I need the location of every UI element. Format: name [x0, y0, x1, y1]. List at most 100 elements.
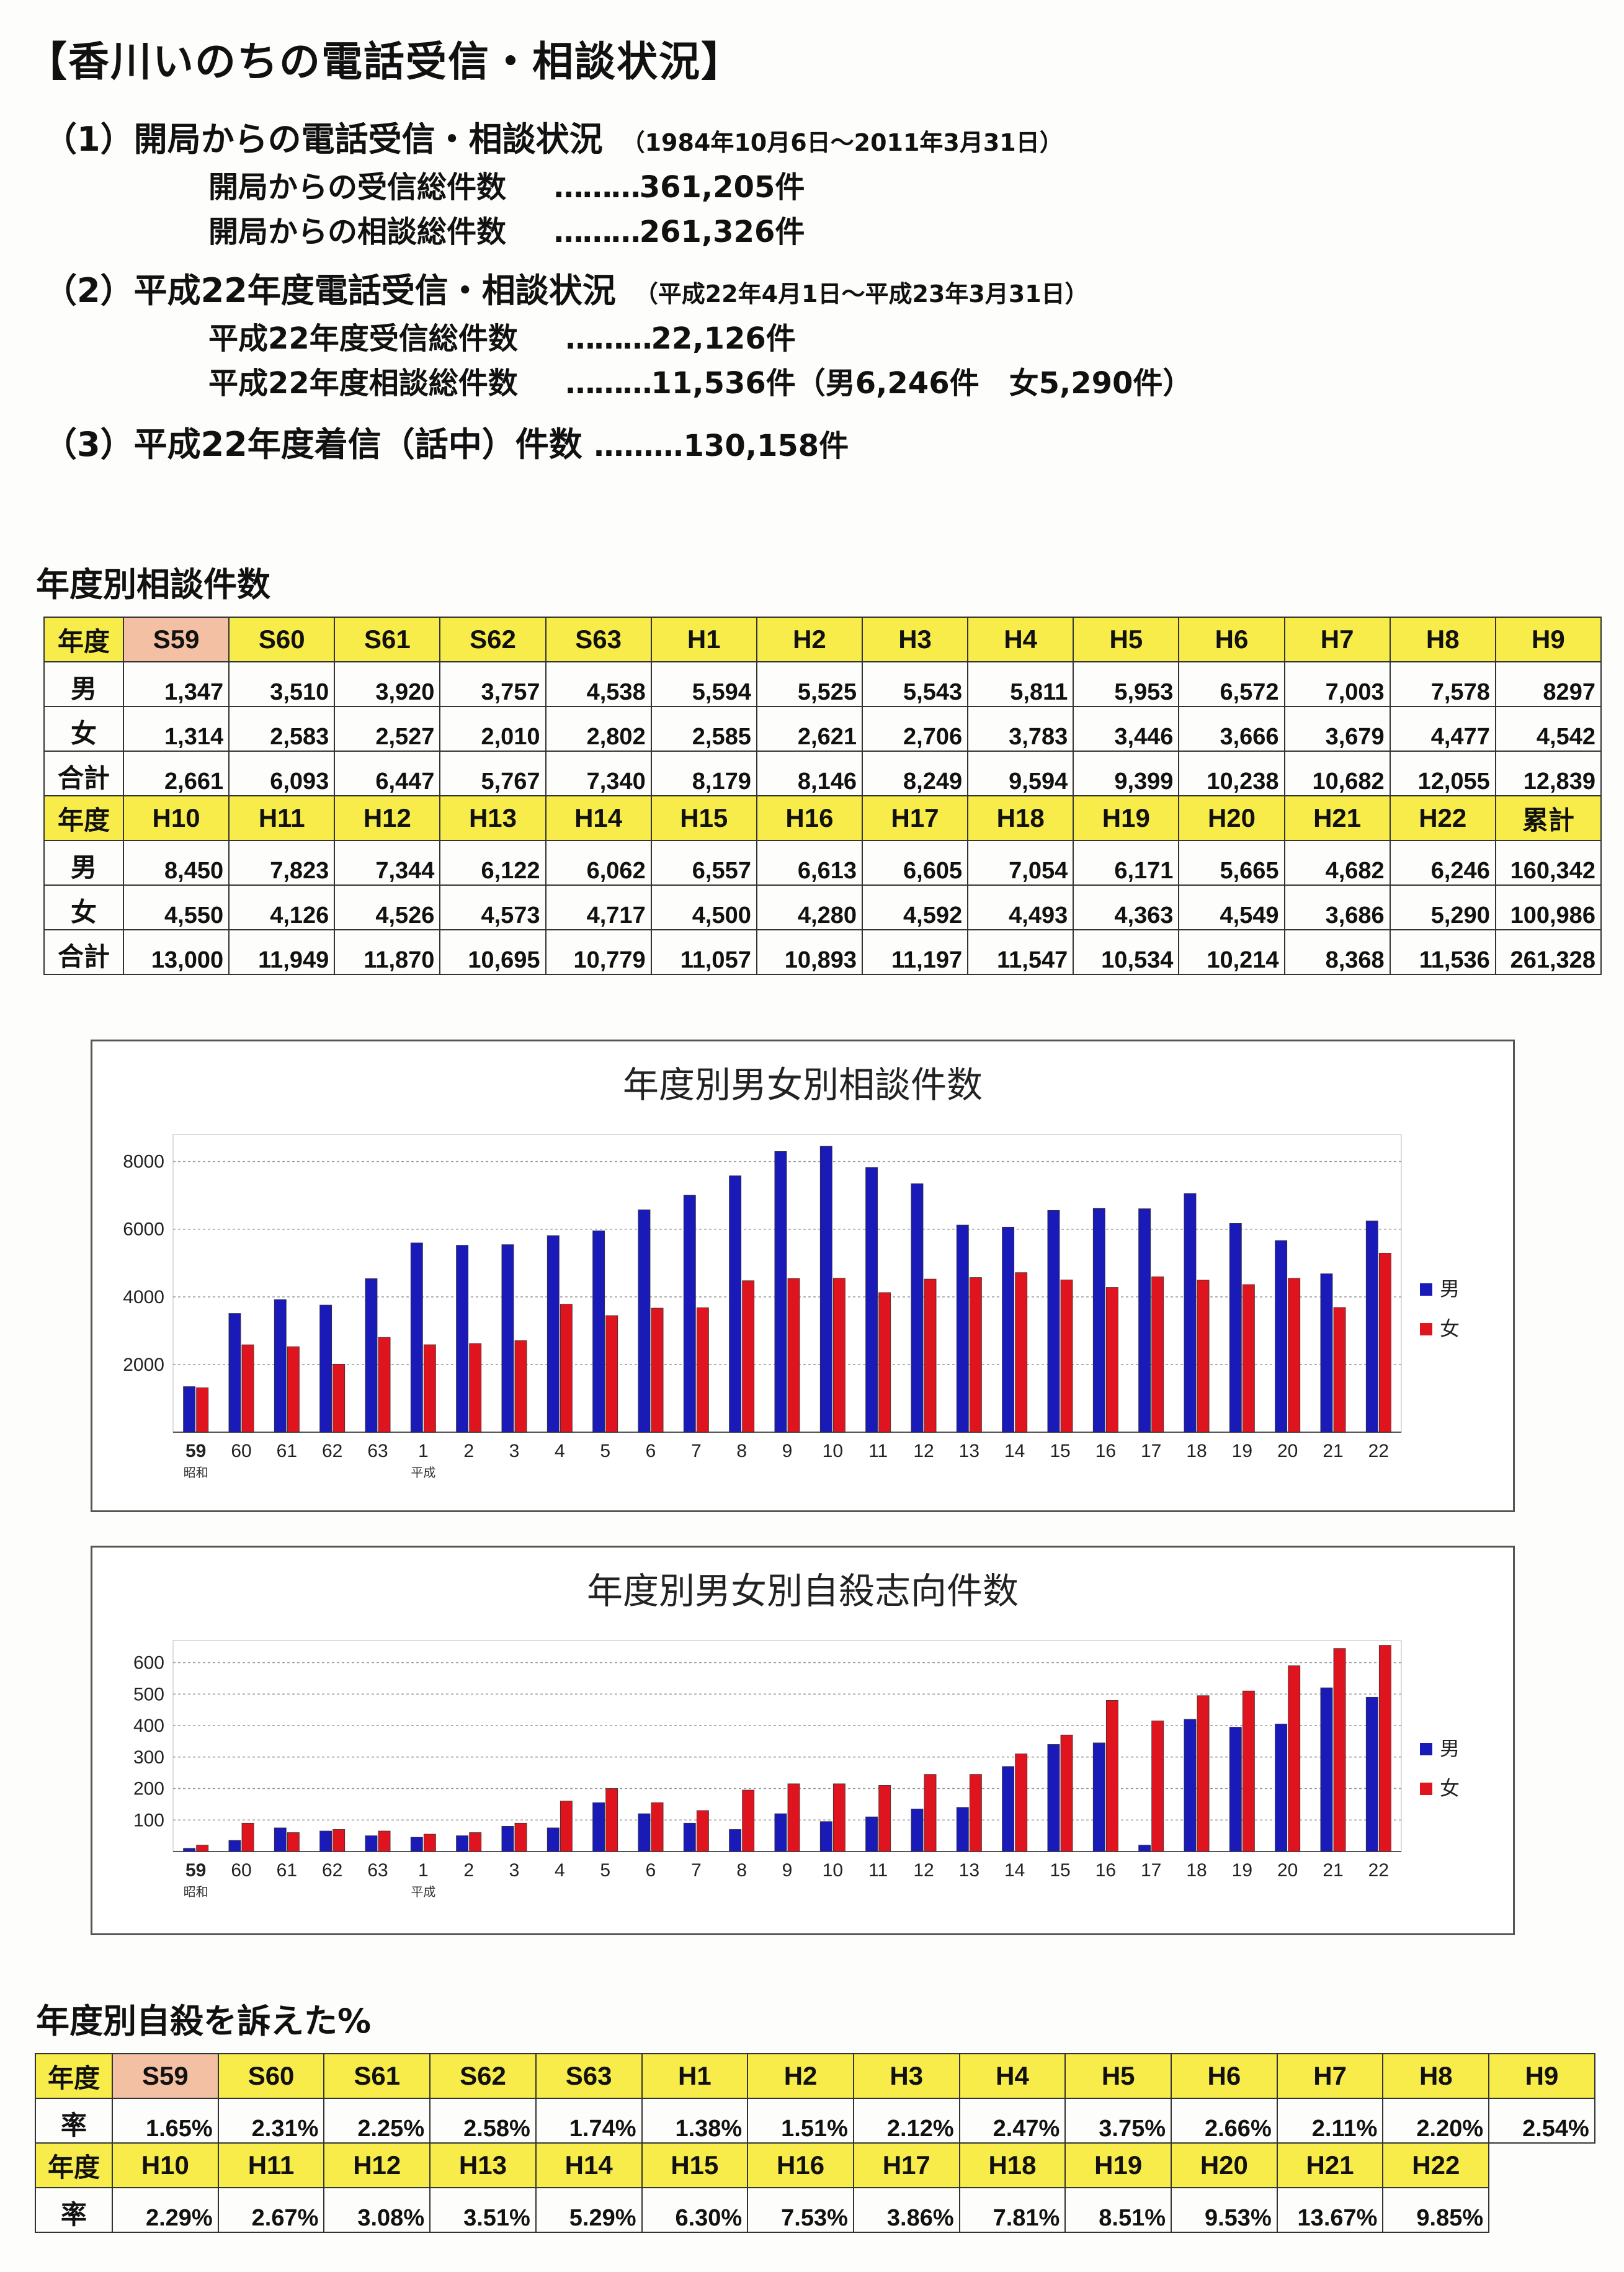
bar-male: [774, 1813, 787, 1852]
value-cell: 6,447: [334, 751, 441, 796]
value-cell: 6,613: [756, 840, 863, 886]
bar-female: [241, 1344, 254, 1433]
value-cell: 5,811: [967, 661, 1074, 707]
value-cell: 4,126: [228, 884, 336, 930]
era-label-showa: 昭和: [184, 1466, 208, 1480]
year-cell: H6: [1178, 617, 1285, 662]
x-tick-label: 10: [823, 1441, 843, 1461]
year-cell: H4: [967, 617, 1074, 662]
bar-female: [514, 1340, 527, 1433]
table-row: 率 1.65% 2.31% 2.25% 2.58% 1.74% 1.38% 1.51% 2.12…: [35, 2098, 1595, 2144]
year-cell: H5: [1073, 617, 1180, 662]
value-cell: 11,547: [967, 929, 1074, 975]
x-tick-label: 12: [913, 1441, 934, 1461]
value-cell: 5,767: [439, 751, 547, 796]
value-cell: 3,510: [228, 661, 336, 707]
value-cell: 3.51%: [429, 2187, 537, 2233]
bar-male: [1002, 1226, 1015, 1433]
x-tick-label: 3: [509, 1860, 520, 1881]
value-cell: 13,000: [122, 929, 230, 975]
bar-male: [274, 1299, 287, 1433]
table-header-row: 年度 S59 S60 S61 S62 S63 H1 H2 H3 H4 H5 H6 H7 H8 H9: [35, 2053, 1595, 2099]
x-tick-label: 2: [463, 1860, 474, 1881]
bar-female: [332, 1363, 346, 1433]
value-cell: 2.47%: [958, 2098, 1066, 2144]
bar-female: [651, 1802, 664, 1852]
year-cell: H7: [1276, 2053, 1384, 2099]
bar-female: [1288, 1278, 1301, 1433]
value-cell: 6,062: [545, 840, 652, 886]
bar-male: [865, 1167, 878, 1433]
row-label-cell: 合計: [43, 929, 124, 975]
value-cell: 160,342: [1494, 840, 1602, 886]
value-cell: 4,573: [439, 884, 547, 930]
value-cell: 10,214: [1178, 929, 1285, 975]
row-label-cell: 女: [43, 706, 124, 752]
x-tick-label: 4: [555, 1441, 565, 1461]
bar-female: [378, 1337, 391, 1433]
bar-male: [729, 1175, 742, 1433]
x-tick-label: 22: [1368, 1441, 1389, 1461]
bar-female: [560, 1304, 573, 1433]
value-cell: 3.08%: [323, 2187, 431, 2233]
year-cell: H17: [861, 795, 969, 841]
value-cell: 7,344: [334, 840, 441, 886]
value-cell: 11,536: [1389, 929, 1496, 975]
bar-male: [1184, 1719, 1197, 1852]
bar-female: [787, 1783, 800, 1852]
value-cell: 7,003: [1283, 661, 1391, 707]
legend-swatch: [1420, 1323, 1432, 1335]
value-cell: 2.12%: [852, 2098, 960, 2144]
legend-swatch: [1420, 1283, 1432, 1296]
value-cell: 1.65%: [112, 2098, 219, 2144]
x-tick-label: 6: [646, 1860, 656, 1881]
value-cell: 4,526: [334, 884, 441, 930]
x-tick-label: 19: [1232, 1860, 1252, 1881]
value-cell: 2.11%: [1276, 2098, 1384, 2144]
value-cell: 11,197: [861, 929, 969, 975]
value-cell: 9.53%: [1171, 2187, 1278, 2233]
bar-male: [365, 1278, 378, 1433]
bar-male: [365, 1835, 378, 1852]
value-cell: 4,717: [545, 884, 652, 930]
value-cell: 7.81%: [958, 2187, 1066, 2233]
row-label-cell: 男: [43, 661, 124, 707]
bar-male: [319, 1830, 332, 1852]
year-cell: S62: [429, 2053, 537, 2099]
bar-male: [410, 1837, 423, 1852]
year-cell: H12: [334, 795, 441, 841]
plot-area: [172, 1134, 1402, 1433]
bar-female: [651, 1308, 664, 1433]
year-cell: H14: [545, 795, 652, 841]
year-cell: H4: [958, 2053, 1066, 2099]
bar-male: [1365, 1220, 1378, 1433]
year-cell: H1: [641, 2053, 749, 2099]
value-cell: 1.38%: [641, 2098, 749, 2144]
value-cell: 4,363: [1073, 884, 1180, 930]
table-header-row: 年度 H10 H11 H12 H13 H14 H15 H16 H17 H18 H19 H20 H21 H2…: [43, 795, 1602, 841]
x-tick-label: 10: [823, 1860, 843, 1881]
row-label-cell: 男: [43, 840, 124, 886]
value-cell: 10,779: [545, 929, 652, 975]
value-cell: 6,171: [1073, 840, 1180, 886]
x-tick-label: 9: [782, 1860, 793, 1881]
bar-male: [1320, 1273, 1333, 1433]
legend-label: 男: [1440, 1278, 1460, 1300]
bar-male: [956, 1807, 969, 1852]
bar-female: [969, 1277, 982, 1433]
year-cell: H22: [1382, 2142, 1490, 2188]
x-tick-label: 17: [1141, 1860, 1161, 1881]
year-cell: H13: [439, 795, 547, 841]
value-cell: 3,920: [334, 661, 441, 707]
x-tick-label: 14: [1004, 1860, 1025, 1881]
bar-female: [696, 1307, 709, 1433]
year-cell: H1: [650, 617, 757, 662]
year-cell: H2: [747, 2053, 854, 2099]
value-cell: 2,621: [756, 706, 863, 752]
value-cell: 5,594: [650, 661, 757, 707]
value-cell: 6,246: [1389, 840, 1496, 886]
x-tick-label: 1: [418, 1441, 429, 1461]
bar-male: [1275, 1240, 1288, 1433]
x-tick-label: 61: [277, 1441, 297, 1461]
